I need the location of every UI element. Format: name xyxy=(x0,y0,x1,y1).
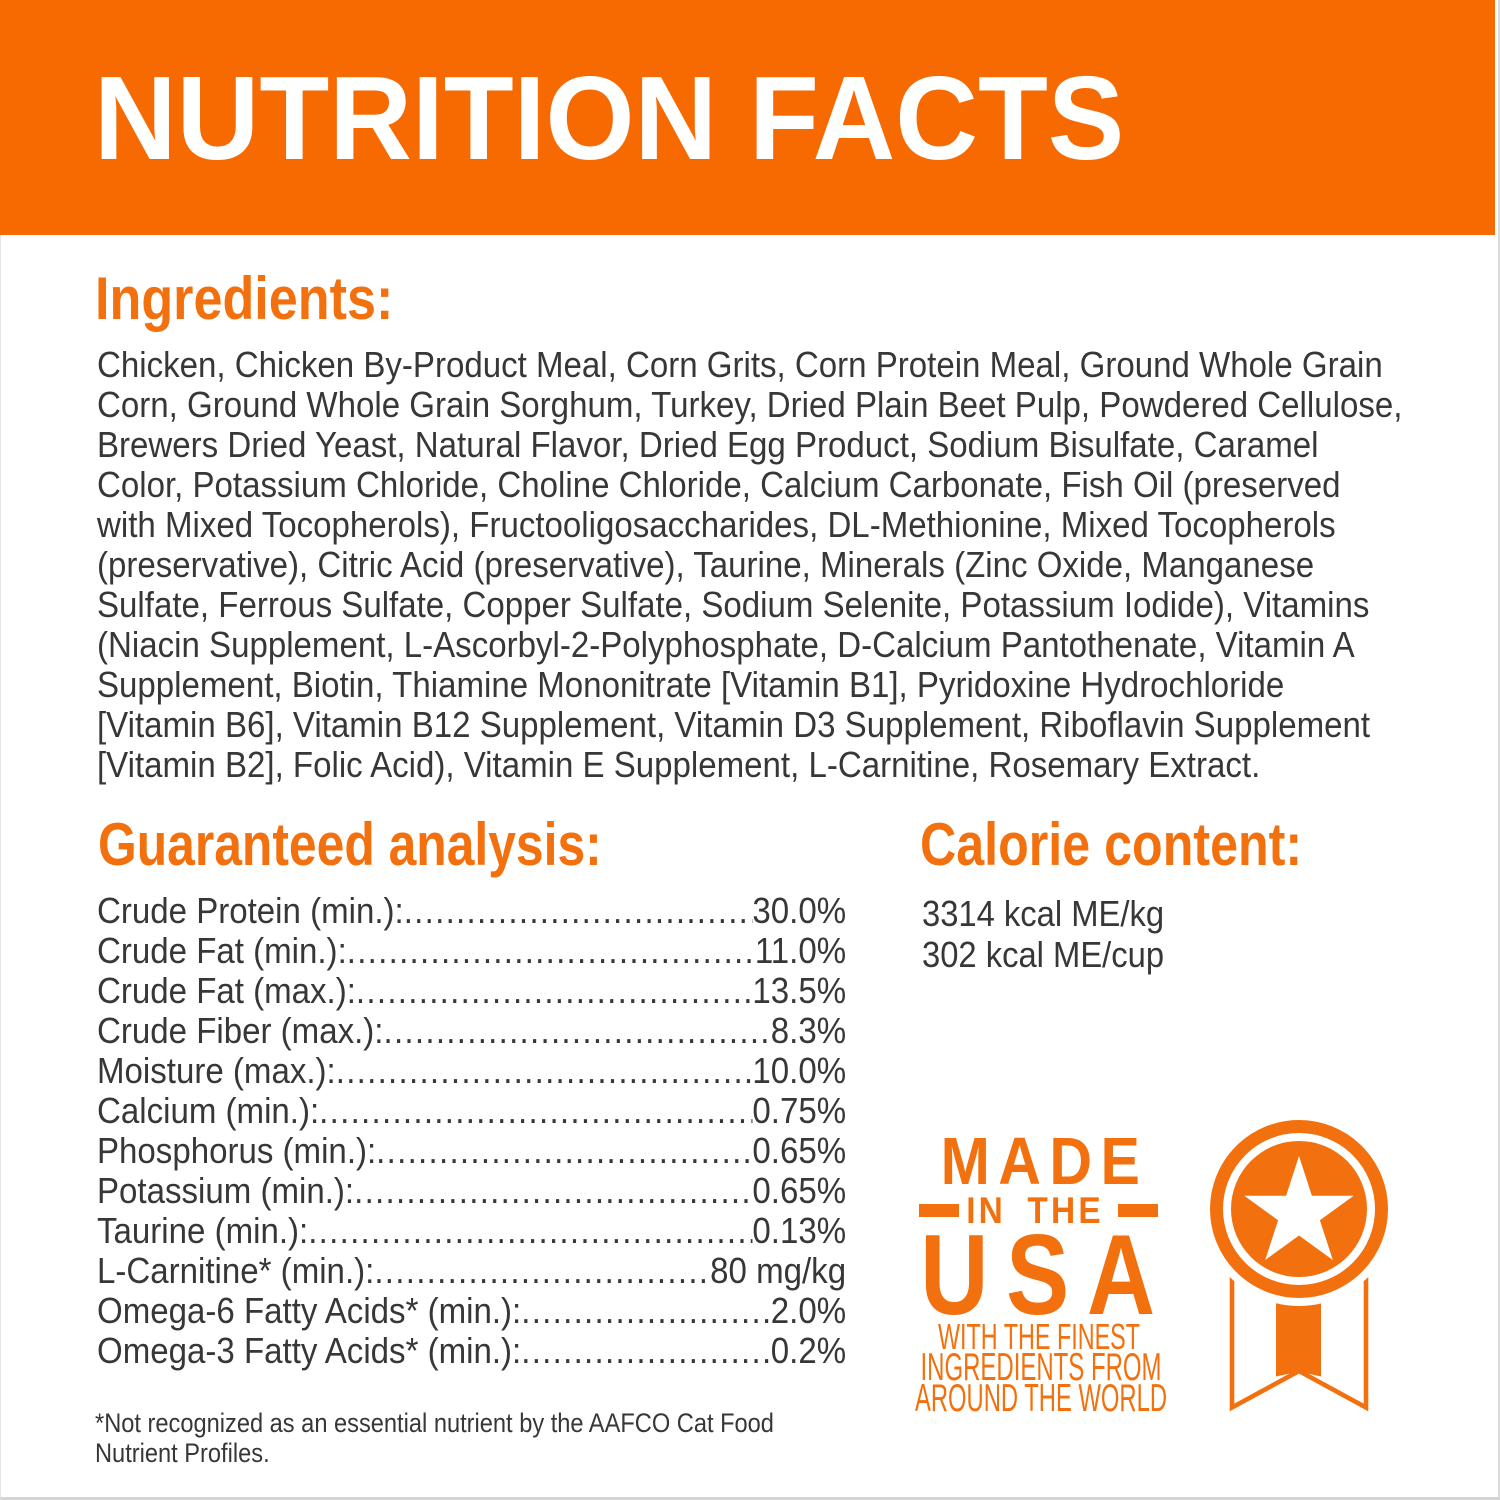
svg-text:INGREDIENTS FROM: INGREDIENTS FROM xyxy=(921,1346,1162,1389)
svg-text:WITH THE FINEST: WITH THE FINEST xyxy=(938,1316,1140,1357)
svg-text:USA: USA xyxy=(920,1212,1172,1339)
svg-text:AROUND THE WORLD: AROUND THE WORLD xyxy=(915,1377,1167,1420)
svg-text:MADE: MADE xyxy=(941,1125,1149,1199)
svg-text:IN THE: IN THE xyxy=(966,1190,1104,1231)
